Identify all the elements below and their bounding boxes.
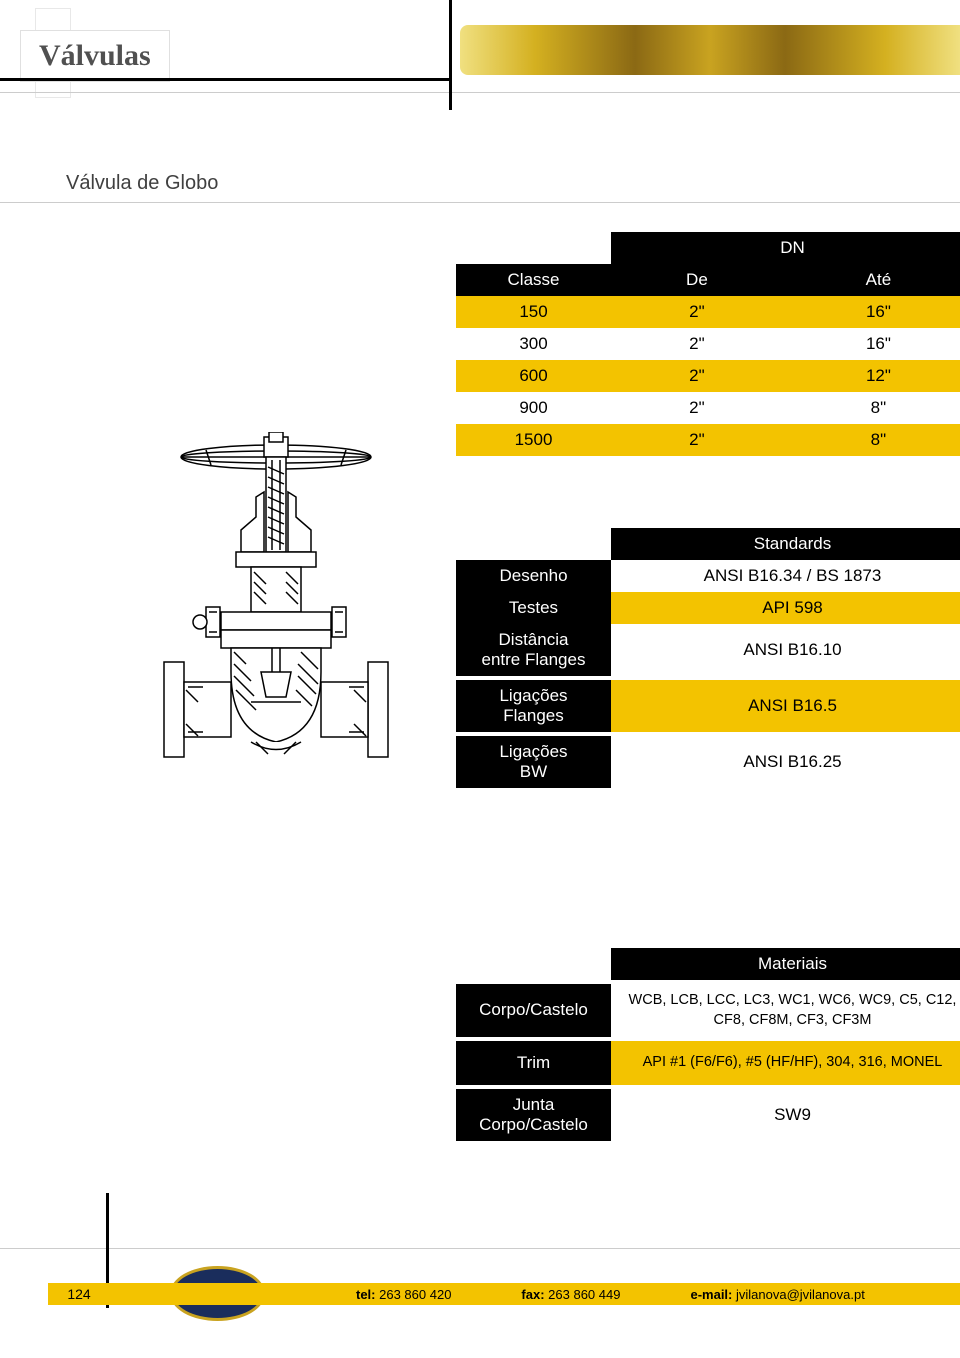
globe-valve-drawing — [136, 432, 416, 832]
header-thin-line — [0, 92, 960, 93]
page-subtitle: Válvula de Globo — [66, 172, 218, 195]
table-row: LigaçõesBW ANSI B16.25 — [456, 736, 960, 788]
footer-tel: tel: 263 860 420 — [356, 1287, 451, 1302]
standards-table: Standards Desenho ANSI B16.34 / BS 1873 … — [456, 528, 960, 788]
dn-table: DN Classe De Até 150 2" 16" 300 2" 16" 6… — [456, 232, 960, 456]
valve-diagram — [136, 432, 416, 832]
ligacoes-flanges-label: LigaçõesFlanges — [456, 680, 611, 732]
col-de: De — [611, 264, 783, 296]
materials-table: Materiais Corpo/Castelo WCB, LCB, LCC, L… — [456, 948, 960, 1141]
table-row: JuntaCorpo/Castelo SW9 — [456, 1089, 960, 1141]
page-title: Válvulas — [39, 39, 151, 73]
footer-email: e-mail: jvilanova@jvilanova.pt — [690, 1287, 864, 1302]
header-vertical-line — [449, 0, 452, 110]
ligacoes-bw-label: LigaçõesBW — [456, 736, 611, 788]
tables-area: DN Classe De Até 150 2" 16" 300 2" 16" 6… — [456, 232, 960, 1141]
header-thick-line — [0, 78, 449, 81]
title-box: Válvulas — [20, 30, 170, 82]
table-row: 900 2" 8" — [456, 392, 960, 424]
subtitle-line — [0, 202, 960, 203]
header-decorative-image — [460, 25, 960, 75]
table-row: Distânciaentre Flanges ANSI B16.10 — [456, 624, 960, 676]
materials-header: Materiais — [611, 948, 960, 980]
table-row: 150 2" 16" — [456, 296, 960, 328]
dn-header: DN — [611, 232, 960, 264]
col-ate: Até — [783, 264, 960, 296]
footer-bar: tel: 263 860 420 fax: 263 860 449 e-mail… — [106, 1283, 960, 1305]
table-row: Trim API #1 (F6/F6), #5 (HF/HF), 304, 31… — [456, 1041, 960, 1085]
page-number: 124 — [48, 1283, 110, 1305]
table-row: Corpo/Castelo WCB, LCB, LCC, LC3, WC1, W… — [456, 984, 960, 1037]
page-header: Válvulas — [0, 0, 960, 110]
table-row: 1500 2" 8" — [456, 424, 960, 456]
table-row: 300 2" 16" — [456, 328, 960, 360]
table-row: Testes API 598 — [456, 592, 960, 624]
standards-header: Standards — [611, 528, 960, 560]
table-row: Desenho ANSI B16.34 / BS 1873 — [456, 560, 960, 592]
footer-fax: fax: 263 860 449 — [521, 1287, 620, 1302]
page-footer: 124 J. VILANOVA & Cª., LDA. tel: 263 860… — [0, 1248, 960, 1328]
table-row: LigaçõesFlanges ANSI B16.5 — [456, 680, 960, 732]
col-classe: Classe — [456, 264, 611, 296]
footer-line — [0, 1248, 960, 1249]
distancia-label: Distânciaentre Flanges — [456, 624, 611, 676]
table-row: 600 2" 12" — [456, 360, 960, 392]
junta-label: JuntaCorpo/Castelo — [456, 1089, 611, 1141]
